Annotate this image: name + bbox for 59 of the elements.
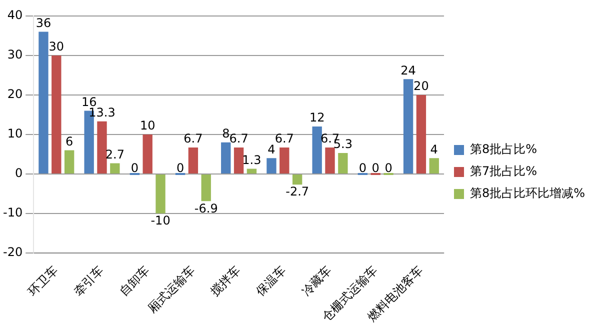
y-tick-label: 30 — [7, 48, 23, 62]
bar — [110, 163, 120, 174]
bar — [280, 147, 290, 174]
bar — [246, 168, 257, 174]
y-tick-label: 40 — [7, 8, 23, 22]
data-label: 12 — [309, 110, 325, 125]
data-label: 1.3 — [242, 152, 262, 167]
data-label: 10 — [140, 118, 156, 133]
data-label: 0 — [372, 161, 380, 176]
bar — [97, 121, 107, 174]
bar — [338, 153, 348, 174]
data-label: -10 — [150, 214, 170, 228]
bar — [142, 134, 152, 174]
bar — [234, 147, 244, 174]
bar — [312, 126, 322, 174]
data-label: 0 — [176, 161, 184, 176]
x-tick-label: 搅拌车 — [208, 263, 244, 299]
legend-label: 第8批占比环比增减% — [470, 186, 586, 200]
bar — [52, 55, 62, 174]
data-label: 0 — [130, 161, 138, 176]
x-tick-label: 自卸车 — [116, 263, 152, 299]
bar — [38, 32, 48, 174]
bar — [64, 150, 74, 174]
data-label: 4 — [430, 142, 438, 156]
x-tick-label: 牵引车 — [70, 263, 106, 299]
bar — [156, 174, 166, 214]
data-label: 30 — [48, 40, 64, 54]
data-label: 6.7 — [184, 132, 203, 146]
x-tick-label: 环卫车 — [25, 263, 61, 299]
bar — [416, 94, 426, 174]
bar — [429, 158, 439, 174]
bar — [266, 158, 276, 174]
data-label: 6 — [66, 134, 74, 148]
legend-label: 第7批占比% — [470, 164, 538, 178]
data-label: -6.9 — [194, 201, 218, 216]
data-label: 24 — [400, 63, 416, 78]
y-tick-label: -20 — [2, 245, 23, 260]
data-label: 0 — [358, 161, 366, 176]
y-tick-label: 10 — [7, 126, 23, 141]
data-label: 6.7 — [274, 132, 294, 146]
bar — [325, 147, 335, 174]
data-label: 0 — [384, 161, 392, 176]
y-tick-label: 0 — [14, 166, 23, 180]
data-label: 20 — [414, 79, 429, 94]
x-tick-label: 保温车 — [253, 263, 289, 299]
bar — [292, 174, 302, 185]
bar — [221, 142, 231, 174]
data-label: 4 — [268, 142, 276, 156]
data-label: 6.7 — [229, 132, 248, 146]
data-label: 36 — [36, 16, 52, 30]
y-tick-label: -10 — [2, 206, 23, 220]
data-label: -2.7 — [286, 184, 310, 199]
legend-label: 第8批占比% — [470, 142, 538, 156]
bar — [403, 79, 414, 174]
bar — [188, 147, 198, 174]
bar — [201, 174, 211, 202]
data-label: 8 — [222, 126, 230, 140]
x-tick-label: 冷藏车 — [298, 263, 334, 299]
y-tick-label: 20 — [7, 87, 23, 102]
